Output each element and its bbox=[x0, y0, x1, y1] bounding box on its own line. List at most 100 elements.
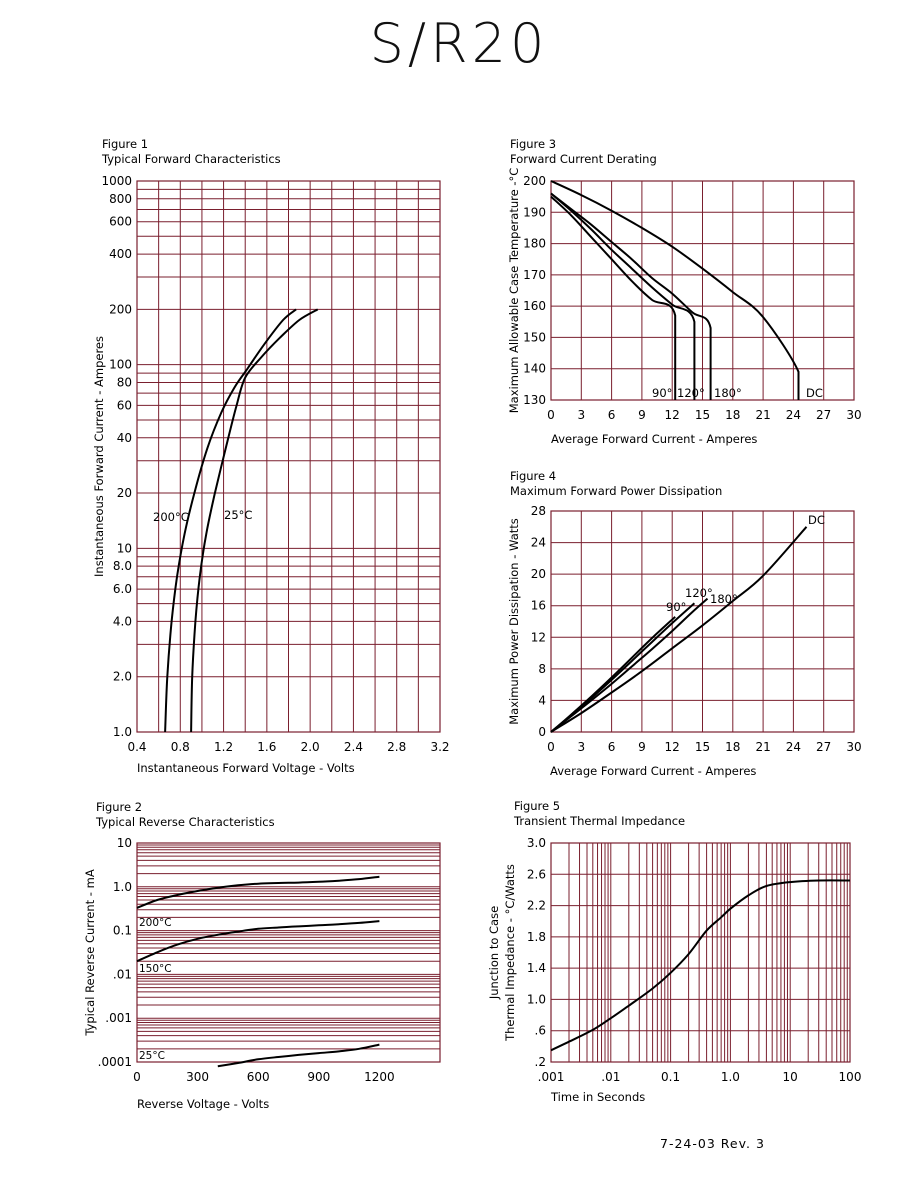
x-tick-label: 24 bbox=[786, 408, 801, 422]
figure-2-number: Figure 2 bbox=[96, 800, 143, 814]
y-tick-label: .0001 bbox=[98, 1055, 132, 1069]
x-tick-label: 30 bbox=[846, 408, 861, 422]
x-axis-title: Reverse Voltage - Volts bbox=[137, 1097, 269, 1111]
curve-label-dc: DC bbox=[806, 386, 823, 400]
x-tick-label: .01 bbox=[601, 1070, 620, 1084]
y-axis-title: Maximum Power Dissipation - Watts bbox=[507, 518, 521, 725]
y-tick-label: 130 bbox=[523, 393, 546, 407]
curve-label-120: 120° bbox=[677, 386, 705, 400]
y-tick-label: 1000 bbox=[101, 174, 132, 188]
y-tick-label: 16 bbox=[531, 599, 546, 613]
y-tick-label: 190 bbox=[523, 205, 546, 219]
x-tick-label: 1.6 bbox=[257, 740, 276, 754]
plot-frame bbox=[136, 842, 441, 1063]
x-tick-label: 18 bbox=[725, 408, 740, 422]
series-line-3 bbox=[550, 192, 712, 400]
x-tick-label: 1.2 bbox=[214, 740, 233, 754]
y-tick-label: 1.0 bbox=[113, 880, 132, 894]
x-tick-label: 15 bbox=[695, 740, 710, 754]
page-title: S/R20 bbox=[369, 12, 549, 75]
x-tick-label: 1.0 bbox=[721, 1070, 740, 1084]
y-tick-label: 160 bbox=[523, 299, 546, 313]
x-tick-label: 0 bbox=[547, 408, 555, 422]
series-line-3 bbox=[217, 1043, 380, 1068]
series-line-1 bbox=[164, 308, 297, 733]
y-tick-label: 1.8 bbox=[527, 930, 546, 944]
series-line-1 bbox=[550, 879, 851, 1052]
y-axis-title: Typical Reverse Current - mA bbox=[83, 869, 97, 1036]
y-tick-label: 400 bbox=[109, 247, 132, 261]
y-tick-label: 1.0 bbox=[113, 725, 132, 739]
x-tick-label: 30 bbox=[846, 740, 861, 754]
x-tick-label: 1200 bbox=[364, 1070, 395, 1084]
x-tick-label: 24 bbox=[786, 740, 801, 754]
series-line-3 bbox=[550, 597, 709, 733]
y-tick-label: 10 bbox=[117, 836, 132, 850]
y-tick-label: 2.0 bbox=[113, 670, 132, 684]
curve-label-120: 120° bbox=[685, 586, 713, 600]
x-axis-title: Average Forward Current - Amperes bbox=[551, 432, 757, 446]
curve-label-90: 90° bbox=[652, 386, 672, 400]
plot-frame bbox=[550, 842, 851, 1063]
x-tick-label: 6 bbox=[608, 740, 616, 754]
y-tick-label: 6.0 bbox=[113, 582, 132, 596]
x-tick-label: 6 bbox=[608, 408, 616, 422]
figure-2-heading: Figure 2 Typical Reverse Characteristics bbox=[96, 800, 275, 830]
y-tick-label: 140 bbox=[523, 362, 546, 376]
x-tick-label: 9 bbox=[638, 740, 646, 754]
x-tick-label: 12 bbox=[665, 740, 680, 754]
figure-1-heading: Figure 1 Typical Forward Characteristics bbox=[102, 137, 281, 167]
x-tick-label: 0.8 bbox=[171, 740, 190, 754]
series-line-2 bbox=[550, 192, 696, 400]
figure-3-heading: Figure 3 Forward Current Derating bbox=[510, 137, 657, 167]
y-tick-label: 3.0 bbox=[527, 836, 546, 850]
figure-3-number: Figure 3 bbox=[510, 137, 557, 151]
x-tick-label: 15 bbox=[695, 408, 710, 422]
x-tick-label: 0.1 bbox=[661, 1070, 680, 1084]
x-tick-label: 21 bbox=[755, 408, 770, 422]
figure-5-caption: Transient Thermal Impedance bbox=[514, 814, 686, 828]
x-tick-label: 2.8 bbox=[387, 740, 406, 754]
y-tick-label: .2 bbox=[535, 1055, 546, 1069]
curve-label-200c: 200°C bbox=[153, 510, 189, 524]
figure-4-heading: Figure 4 Maximum Forward Power Dissipati… bbox=[510, 469, 722, 499]
series-line-4 bbox=[550, 526, 808, 733]
x-tick-label: 3 bbox=[577, 740, 585, 754]
y-tick-label: 1.4 bbox=[527, 961, 546, 975]
y-tick-label: 150 bbox=[523, 330, 546, 344]
figure-1-number: Figure 1 bbox=[102, 137, 149, 151]
x-tick-label: 2.0 bbox=[301, 740, 320, 754]
y-tick-label: 8.0 bbox=[113, 559, 132, 573]
y-tick-label: .01 bbox=[113, 967, 132, 981]
x-tick-label: 2.4 bbox=[344, 740, 363, 754]
series-line-2 bbox=[190, 308, 319, 733]
y-axis-title: Instantaneous Forward Current - Amperes bbox=[92, 336, 106, 577]
y-tick-label: 0.1 bbox=[113, 924, 132, 938]
y-tick-label: 28 bbox=[531, 504, 546, 518]
x-tick-label: 0.4 bbox=[127, 740, 146, 754]
y-tick-label: 12 bbox=[531, 630, 546, 644]
y-tick-label: 20 bbox=[531, 567, 546, 581]
x-tick-label: 21 bbox=[755, 740, 770, 754]
curve-label-dc: DC bbox=[808, 513, 825, 527]
y-axis-title: Junction to Case Thermal Impedance - °C/W… bbox=[487, 864, 517, 1042]
y-tick-label: 2.2 bbox=[527, 899, 546, 913]
y-tick-label: 0 bbox=[538, 725, 546, 739]
y-tick-label: 4 bbox=[538, 693, 546, 707]
x-axis-title: Instantaneous Forward Voltage - Volts bbox=[137, 761, 355, 775]
series-line-1 bbox=[136, 875, 380, 909]
revision-note: 7-24-03 Rev. 3 bbox=[660, 1136, 765, 1151]
figure-3-caption: Forward Current Derating bbox=[510, 152, 657, 166]
y-tick-label: 80 bbox=[117, 375, 132, 389]
figure-5-number: Figure 5 bbox=[514, 799, 561, 813]
plot-frame bbox=[550, 510, 855, 733]
curve-label-180: 180° bbox=[710, 592, 738, 606]
x-tick-label: 18 bbox=[725, 740, 740, 754]
x-tick-label: 100 bbox=[839, 1070, 862, 1084]
x-tick-label: 3.2 bbox=[430, 740, 449, 754]
y-tick-label: 2.6 bbox=[527, 867, 546, 881]
y-tick-label: 10 bbox=[117, 541, 132, 555]
